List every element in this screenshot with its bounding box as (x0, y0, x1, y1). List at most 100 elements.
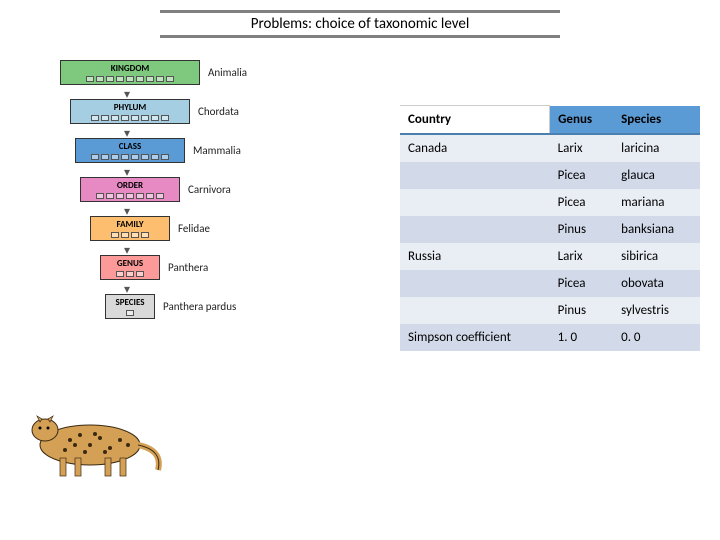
table-cell: Simpson coefficient (400, 324, 550, 351)
table-row: Piceaobovata (400, 270, 700, 297)
taxonomy-example: Felidae (178, 222, 210, 235)
table-row: Simpson coefficient1. 00. 0 (400, 324, 700, 351)
taxonomy-example: Mammalia (193, 144, 241, 157)
taxonomy-example: Carnivora (188, 183, 231, 196)
taxonomy-dot (136, 271, 144, 277)
slide-title-bar: Problems: choice of taxonomic level (160, 10, 560, 38)
taxonomy-box: FAMILY (90, 216, 170, 241)
taxonomy-dot (126, 76, 134, 82)
taxonomy-dots (86, 76, 174, 82)
arrow-down-icon: ▾ (10, 169, 350, 177)
taxonomy-dot (166, 76, 174, 82)
taxonomy-dot (141, 154, 149, 160)
arrow-down-icon: ▾ (10, 130, 350, 138)
taxonomy-dot (106, 193, 114, 199)
taxonomy-dot (136, 193, 144, 199)
taxonomy-dots (126, 310, 134, 316)
taxonomy-dot (156, 76, 164, 82)
taxonomy-dot (111, 115, 119, 121)
table-cell (400, 270, 550, 297)
table-row: CanadaLarixlaricina (400, 134, 700, 162)
table-cell: Larix (550, 134, 613, 162)
table-cell: banksiana (613, 216, 700, 243)
species-table: CountryGenusSpeciesCanadaLarixlaricinaPi… (400, 105, 700, 351)
arrow-down-icon: ▾ (10, 286, 350, 294)
table-row: RussiaLarixsibirica (400, 243, 700, 270)
taxonomy-dot (86, 76, 94, 82)
table-header-row: CountryGenusSpecies (400, 106, 700, 135)
taxonomy-dot (121, 232, 129, 238)
taxonomy-dot (156, 193, 164, 199)
taxonomy-dot (141, 115, 149, 121)
taxonomy-dot (141, 232, 149, 238)
taxonomy-dot (151, 115, 159, 121)
taxonomy-level-kingdom: KINGDOMAnimalia (10, 60, 350, 85)
taxonomy-level-name: GENUS (117, 258, 143, 269)
taxonomy-dot (161, 115, 169, 121)
taxonomy-dots (96, 193, 164, 199)
taxonomy-dot (96, 193, 104, 199)
taxonomy-dots (111, 232, 149, 238)
table-cell: laricina (613, 134, 700, 162)
taxonomy-level-genus: GENUSPanthera (10, 255, 350, 280)
table-cell: Picea (550, 189, 613, 216)
table-cell: Picea (550, 270, 613, 297)
column-header: Country (400, 106, 550, 135)
taxonomy-level-order: ORDER Carnivora (10, 177, 350, 202)
table-cell: Canada (400, 134, 550, 162)
taxonomy-box: SPECIES (105, 294, 155, 319)
table-cell (400, 162, 550, 189)
taxonomy-dot (131, 154, 139, 160)
table-cell: 0. 0 (613, 324, 700, 351)
taxonomy-dot (126, 271, 134, 277)
taxonomy-level-name: CLASS (119, 141, 142, 152)
taxonomy-level-name: ORDER (117, 180, 143, 191)
taxonomy-dot (91, 154, 99, 160)
taxonomy-dot (101, 154, 109, 160)
table-row: Piceamariana (400, 189, 700, 216)
table-cell (400, 216, 550, 243)
taxonomy-dot (161, 154, 169, 160)
taxonomy-dot (151, 154, 159, 160)
taxonomy-dots (91, 115, 169, 121)
taxonomy-dot (131, 115, 139, 121)
table-cell: sibirica (613, 243, 700, 270)
table-cell: mariana (613, 189, 700, 216)
taxonomy-box: PHYLUM (70, 99, 190, 124)
table-cell (400, 189, 550, 216)
taxonomy-dot (121, 115, 129, 121)
taxonomy-example: Chordata (198, 105, 239, 118)
taxonomy-dot (96, 76, 104, 82)
taxonomy-dot (106, 76, 114, 82)
taxonomy-level-phylum: PHYLUM Chordata (10, 99, 350, 124)
taxonomy-dot (131, 232, 139, 238)
table-cell: sylvestris (613, 297, 700, 324)
table-cell: obovata (613, 270, 700, 297)
taxonomy-dot (126, 193, 134, 199)
table-row: Piceaglauca (400, 162, 700, 189)
taxonomy-dot (111, 154, 119, 160)
taxonomy-dot (146, 193, 154, 199)
taxonomy-level-name: KINGDOM (111, 63, 150, 74)
table-cell: 1. 0 (550, 324, 613, 351)
table-row: Pinussylvestris (400, 297, 700, 324)
arrow-down-icon: ▾ (10, 208, 350, 216)
table-cell: glauca (613, 162, 700, 189)
table-cell: Larix (550, 243, 613, 270)
taxonomy-level-class: CLASS Mammalia (10, 138, 350, 163)
table-cell: Picea (550, 162, 613, 189)
arrow-down-icon: ▾ (10, 247, 350, 255)
taxonomy-box: CLASS (75, 138, 185, 163)
table-cell: Pinus (550, 216, 613, 243)
taxonomy-dot (116, 193, 124, 199)
taxonomy-level-name: SPECIES (115, 297, 144, 308)
taxonomy-dot (146, 76, 154, 82)
table-row: Pinusbanksiana (400, 216, 700, 243)
title-bottom-rule (160, 35, 560, 38)
taxonomy-level-name: FAMILY (116, 219, 143, 230)
taxonomy-dot (116, 76, 124, 82)
taxonomy-box: KINGDOM (60, 60, 200, 85)
slide-title: Problems: choice of taxonomic level (160, 13, 560, 35)
arrow-down-icon: ▾ (10, 91, 350, 99)
taxonomy-dot (111, 232, 119, 238)
